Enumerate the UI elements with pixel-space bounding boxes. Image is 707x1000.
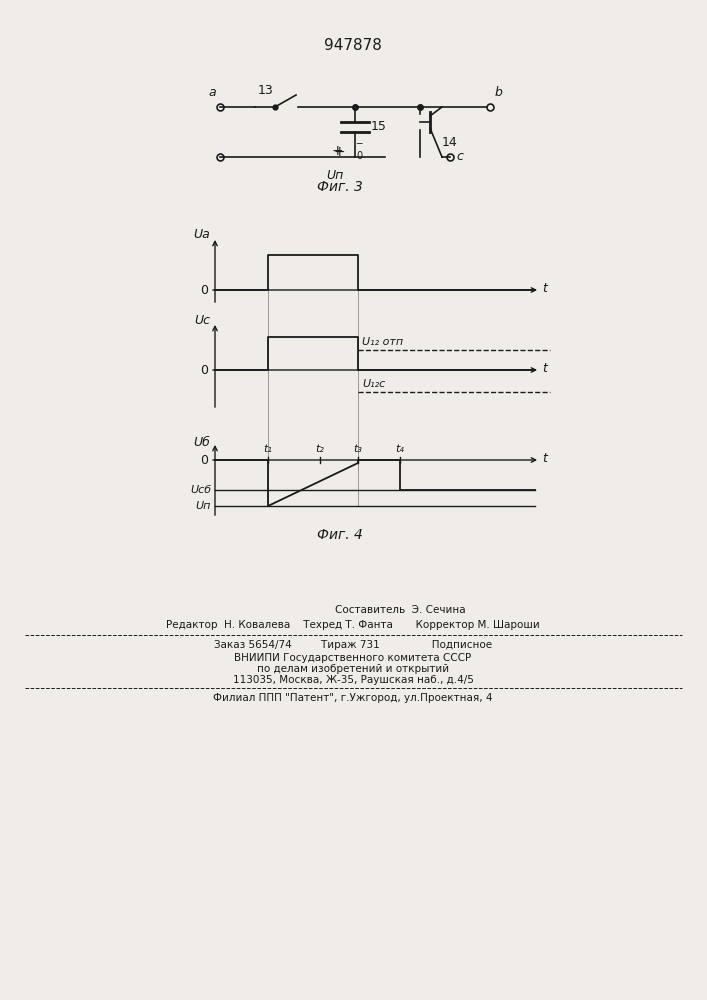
Text: t₃: t₃: [354, 444, 363, 454]
Text: b: b: [495, 86, 503, 99]
Text: +: +: [331, 144, 343, 158]
Text: 15: 15: [371, 120, 387, 133]
Text: Филиал ППП "Патент", г.Ужгород, ул.Проектная, 4: Филиал ППП "Патент", г.Ужгород, ул.Проек…: [214, 693, 493, 703]
Text: 113035, Москва, Ж-35, Раушская наб., д.4/5: 113035, Москва, Ж-35, Раушская наб., д.4…: [233, 675, 474, 685]
Text: Uб: Uб: [193, 436, 210, 448]
Text: Составитель  Э. Сечина: Составитель Э. Сечина: [334, 605, 465, 615]
Text: 0: 0: [356, 151, 362, 161]
Text: t: t: [542, 452, 547, 464]
Text: t₄: t₄: [395, 444, 404, 454]
Text: Uп: Uп: [327, 169, 344, 182]
Text: Фиг. 4: Фиг. 4: [317, 528, 363, 542]
Text: Uа: Uа: [193, 229, 210, 241]
Text: 0: 0: [200, 363, 208, 376]
Text: t: t: [542, 282, 547, 294]
Text: Редактор  Н. Ковалева    Техред Т. Фанта       Корректор М. Шароши: Редактор Н. Ковалева Техред Т. Фанта Кор…: [166, 620, 540, 630]
Text: U₁₂ отп: U₁₂ отп: [362, 337, 403, 347]
Text: ‾: ‾: [356, 143, 362, 153]
Text: Uп: Uп: [196, 501, 211, 511]
Text: Uсб: Uсб: [190, 485, 211, 495]
Text: U₁₂с: U₁₂с: [362, 379, 385, 389]
Text: ВНИИПИ Государственного комитета СССР: ВНИИПИ Государственного комитета СССР: [235, 653, 472, 663]
Text: a: a: [209, 86, 216, 99]
Text: t₁: t₁: [264, 444, 272, 454]
Text: 0: 0: [200, 454, 208, 466]
Text: +: +: [333, 145, 345, 159]
Text: по делам изобретений и открытий: по делам изобретений и открытий: [257, 664, 449, 674]
Text: 947878: 947878: [324, 37, 382, 52]
Text: t: t: [542, 361, 547, 374]
Text: Uс: Uс: [194, 314, 210, 328]
Text: 14: 14: [442, 136, 457, 149]
Text: 0: 0: [200, 284, 208, 296]
Text: Заказ 5654/74         Тираж 731                Подписное: Заказ 5654/74 Тираж 731 Подписное: [214, 640, 492, 650]
Text: 13: 13: [258, 84, 274, 97]
Text: t₂: t₂: [315, 444, 325, 454]
Text: Фиг. 3: Фиг. 3: [317, 180, 363, 194]
Text: c: c: [456, 150, 463, 163]
